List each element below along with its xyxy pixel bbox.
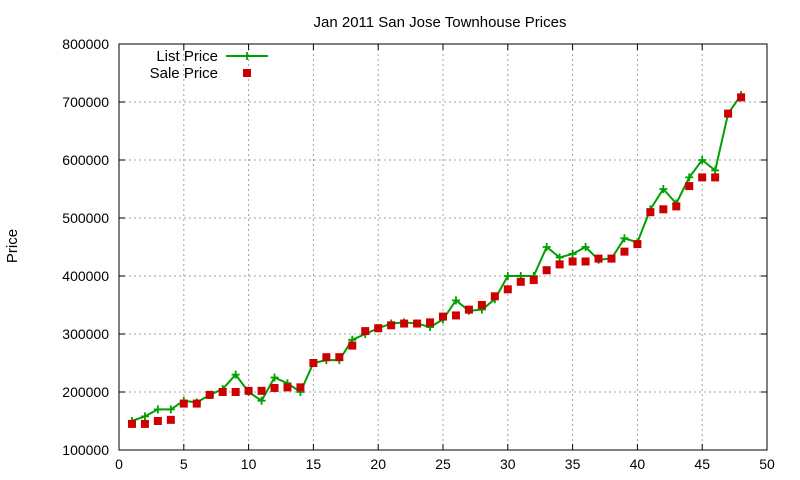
- list-price-point: [685, 173, 694, 182]
- x-tick-label: 25: [435, 456, 451, 472]
- sale-price-point: [231, 388, 240, 396]
- sale-price-point: [439, 312, 447, 321]
- sale-price-point: [516, 277, 525, 286]
- sale-price-point: [646, 208, 655, 217]
- sale-price-point: [153, 417, 162, 425]
- list-price-point: [581, 243, 590, 251]
- sale-price-point: [542, 266, 551, 275]
- list-price-point: [257, 396, 266, 405]
- list-price-point: [698, 156, 707, 164]
- sale-price-point: [620, 247, 629, 256]
- y-tick-label: 200000: [62, 384, 109, 400]
- list-price-point: [620, 234, 629, 243]
- sale-price-point: [711, 173, 720, 182]
- sale-price-point: [672, 202, 681, 211]
- y-axis-label: Price: [4, 229, 21, 263]
- legend-label: List Price: [156, 48, 218, 65]
- x-tick-label: 15: [306, 456, 322, 472]
- x-tick-label: 5: [180, 456, 188, 472]
- sale-price-point: [179, 399, 188, 408]
- sale-price-point: [477, 301, 486, 309]
- sale-price-point: [335, 353, 344, 362]
- x-tick-label: 35: [565, 456, 581, 472]
- sale-price-point: [140, 419, 149, 428]
- legend-label: Sale Price: [150, 65, 218, 82]
- sale-price-point: [659, 205, 668, 214]
- legend-plus-swatch: [243, 52, 251, 60]
- list-price-point: [166, 405, 175, 414]
- list-price-point: [270, 373, 279, 382]
- sale-price-point: [724, 109, 733, 118]
- sale-price-point: [374, 324, 383, 333]
- list-price-point: [555, 253, 564, 262]
- sale-price-point: [309, 359, 318, 367]
- x-tick-label: 10: [241, 456, 257, 472]
- sale-price-point: [568, 257, 577, 266]
- sale-price-point: [348, 341, 357, 350]
- sale-price-point: [698, 173, 707, 182]
- sale-price-point: [296, 383, 305, 392]
- sale-price-point: [361, 327, 370, 336]
- x-tick-label: 0: [115, 456, 123, 472]
- sale-price-point: [581, 257, 590, 266]
- sale-price-point: [607, 254, 616, 263]
- list-price-point: [711, 166, 720, 175]
- sale-price-point: [205, 390, 214, 399]
- list-price-point: [153, 405, 162, 414]
- sale-price-point: [244, 386, 253, 395]
- sale-price-point: [685, 182, 694, 191]
- sale-price-point: [426, 318, 435, 327]
- sale-price-point: [451, 311, 460, 320]
- sale-price-point: [490, 292, 499, 301]
- x-tick-label: 50: [759, 456, 775, 472]
- sale-price-point: [283, 383, 292, 392]
- y-tick-label: 600000: [62, 152, 109, 168]
- x-tick-label: 20: [370, 456, 386, 472]
- y-tick-label: 100000: [62, 442, 109, 458]
- legend-square-swatch: [243, 69, 251, 77]
- y-tick-label: 700000: [62, 94, 109, 110]
- sale-price-point: [503, 285, 512, 294]
- chart-title: Jan 2011 San Jose Townhouse Prices: [314, 14, 567, 31]
- y-tick-label: 300000: [62, 326, 109, 342]
- sale-price-point: [322, 353, 331, 362]
- sale-price-point: [218, 388, 227, 396]
- sale-price-point: [192, 399, 201, 408]
- sale-price-point: [633, 240, 642, 249]
- list-price-point: [503, 272, 512, 280]
- list-price-line: [131, 94, 742, 422]
- series-list-price: [127, 91, 746, 425]
- list-price-point: [451, 296, 460, 305]
- series: [127, 91, 746, 428]
- sale-price-point: [594, 254, 603, 263]
- list-price-point: [231, 370, 240, 379]
- list-price-point: [140, 412, 149, 421]
- list-price-point: [659, 185, 668, 193]
- list-price-point: [568, 249, 577, 258]
- sale-price-point: [464, 305, 473, 314]
- x-tick-label: 30: [500, 456, 516, 472]
- sale-price-point: [529, 276, 538, 285]
- sale-price-point: [400, 319, 409, 328]
- x-tick-label: 40: [630, 456, 646, 472]
- sale-price-point: [270, 383, 279, 392]
- x-tick-label: 45: [694, 456, 710, 472]
- sale-price-point: [413, 319, 422, 328]
- sale-price-point: [257, 386, 266, 395]
- series-sale-price: [127, 93, 746, 428]
- y-tick-label: 800000: [62, 36, 109, 52]
- y-tick-label: 400000: [62, 268, 109, 284]
- sale-price-point: [387, 321, 396, 330]
- sale-price-point: [166, 415, 175, 424]
- y-tick-label: 500000: [62, 210, 109, 226]
- sale-price-point: [555, 260, 564, 269]
- sale-price-point: [127, 419, 136, 428]
- ticks: 0 5 10 15 20 25 30 35 40 45 50 100000 200000 300000 40…: [62, 36, 775, 472]
- grid: [119, 44, 767, 450]
- list-price-point: [542, 243, 551, 251]
- sale-price-point: [737, 93, 746, 102]
